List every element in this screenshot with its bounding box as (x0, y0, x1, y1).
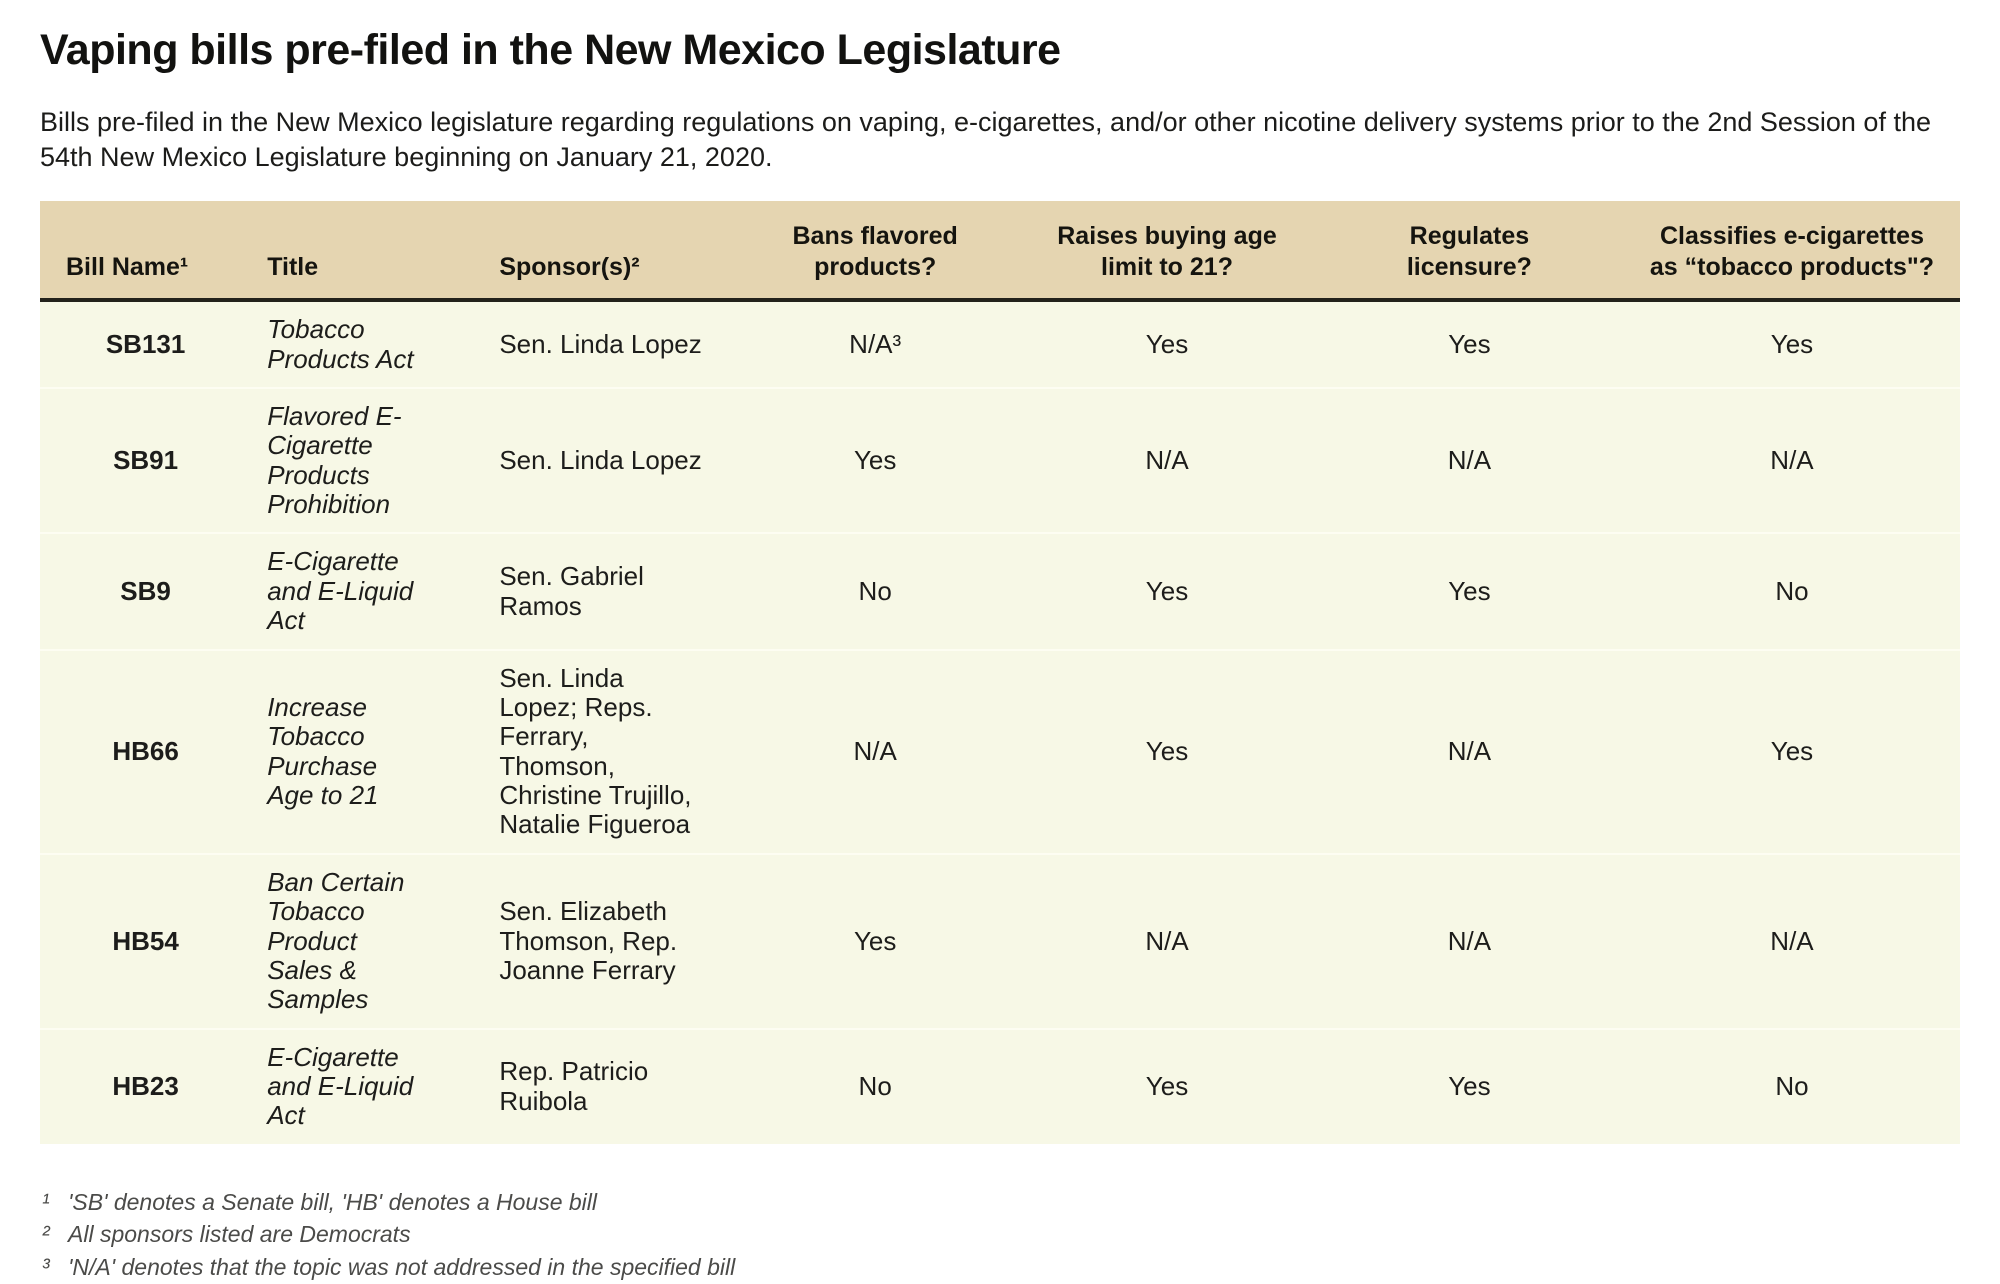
footnotes: ¹ 'SB' denotes a Senate bill, 'HB' denote… (40, 1186, 1960, 1284)
footnote-3: ³ 'N/A' denotes that the topic was not ad… (42, 1251, 1960, 1284)
bill-name: HB54 (40, 852, 252, 1029)
footnote-text: 'N/A' denotes that the topic was not add… (68, 1254, 736, 1281)
bill-title: E-Cigarette and E-Liquid Act (251, 1027, 488, 1144)
answer-classifies-tobacco: No (1623, 532, 1960, 650)
footnote-marker: ³ (42, 1254, 50, 1281)
table-row: SB91 Flavored E-Cigarette Products Prohi… (40, 386, 1960, 534)
answer-bans-flavored: N/A³ (731, 300, 1020, 388)
bill-title: Ban Certain Tobacco Product Sales & Samp… (251, 852, 488, 1029)
column-header-bans-flavored: Bans flavored products? (731, 201, 1020, 303)
bill-sponsors: Sen. Gabriel Ramos (487, 532, 732, 650)
column-header-classifies-tobacco: Classifies e-cigarettes as “tobacco prod… (1623, 201, 1960, 303)
column-header-raises-age: Raises buying age limit to 21? (1019, 201, 1315, 303)
answer-bans-flavored: No (731, 1027, 1020, 1144)
table-row: HB23 E-Cigarette and E-Liquid Act Rep. P… (40, 1027, 1960, 1144)
answer-raises-age: Yes (1019, 648, 1315, 854)
bill-name: SB9 (40, 532, 252, 650)
bill-sponsors: Rep. Patricio Ruibola (487, 1027, 732, 1144)
answer-regulates-licensure: N/A (1314, 386, 1624, 534)
answer-classifies-tobacco: N/A (1623, 386, 1960, 534)
footnote-text: All sponsors listed are Democrats (68, 1221, 411, 1248)
footnote-marker: ¹ (42, 1188, 50, 1215)
answer-raises-age: N/A (1019, 852, 1315, 1029)
bill-title: Flavored E-Cigarette Products Prohibitio… (251, 386, 488, 534)
page-title: Vaping bills pre-filed in the New Mexico… (40, 26, 1061, 74)
bill-sponsors: Sen. Linda Lopez; Reps. Ferrary, Thomson… (487, 648, 732, 854)
answer-regulates-licensure: Yes (1314, 532, 1624, 650)
page-subtitle: Bills pre-filed in the New Mexico legisl… (40, 107, 1931, 173)
answer-classifies-tobacco: Yes (1623, 300, 1960, 388)
column-header-sponsors: Sponsor(s)² (487, 201, 732, 303)
column-header-title: Title (251, 201, 488, 303)
header-row: Bill Name¹ Title Sponsor(s)² Bans flavor… (40, 201, 1960, 303)
bill-title: E-Cigarette and E-Liquid Act (251, 532, 488, 650)
table-row: HB54 Ban Certain Tobacco Product Sales &… (40, 852, 1960, 1029)
column-header-regulates-licensure: Regulates licensure? (1314, 201, 1624, 303)
bill-sponsors: Sen. Linda Lopez (487, 300, 732, 388)
table-row: HB66 Increase Tobacco Purchase Age to 21… (40, 648, 1960, 854)
footnote-1: ¹ 'SB' denotes a Senate bill, 'HB' denote… (42, 1186, 1960, 1219)
bill-title: Increase Tobacco Purchase Age to 21 (251, 648, 488, 854)
answer-classifies-tobacco: Yes (1623, 648, 1960, 854)
answer-raises-age: N/A (1019, 386, 1315, 534)
table-header: Bill Name¹ Title Sponsor(s)² Bans flavor… (40, 201, 1960, 303)
table-row: SB131 Tobacco Products Act Sen. Linda Lo… (40, 300, 1960, 388)
bill-name: HB23 (40, 1027, 252, 1144)
bill-sponsors: Sen. Linda Lopez (487, 386, 732, 534)
answer-classifies-tobacco: No (1623, 1027, 1960, 1144)
answer-raises-age: Yes (1019, 1027, 1315, 1144)
answer-regulates-licensure: Yes (1314, 1027, 1624, 1144)
footnote-marker: ² (42, 1221, 50, 1248)
bill-name: SB131 (40, 300, 252, 388)
column-header-bill-name: Bill Name¹ (40, 201, 252, 303)
answer-bans-flavored: Yes (731, 386, 1020, 534)
answer-raises-age: Yes (1019, 300, 1315, 388)
answer-bans-flavored: No (731, 532, 1020, 650)
footnote-2: ² All sponsors listed are Democrats (42, 1218, 1960, 1251)
answer-classifies-tobacco: N/A (1623, 852, 1960, 1029)
answer-regulates-licensure: Yes (1314, 300, 1624, 388)
bill-name: HB66 (40, 648, 252, 854)
answer-regulates-licensure: N/A (1314, 648, 1624, 854)
answer-bans-flavored: Yes (731, 852, 1020, 1029)
bill-name: SB91 (40, 386, 252, 534)
footnote-text: 'SB' denotes a Senate bill, 'HB' denotes… (68, 1188, 597, 1215)
table-row: SB9 E-Cigarette and E-Liquid Act Sen. Ga… (40, 532, 1960, 650)
bill-sponsors: Sen. Elizabeth Thomson, Rep. Joanne Ferr… (487, 852, 732, 1029)
answer-regulates-licensure: N/A (1314, 852, 1624, 1029)
bill-title: Tobacco Products Act (251, 300, 488, 388)
bills-table: Bill Name¹ Title Sponsor(s)² Bans flavor… (40, 201, 1960, 1144)
table-body: SB131 Tobacco Products Act Sen. Linda Lo… (40, 300, 1960, 1144)
answer-bans-flavored: N/A (731, 648, 1020, 854)
answer-raises-age: Yes (1019, 532, 1315, 650)
